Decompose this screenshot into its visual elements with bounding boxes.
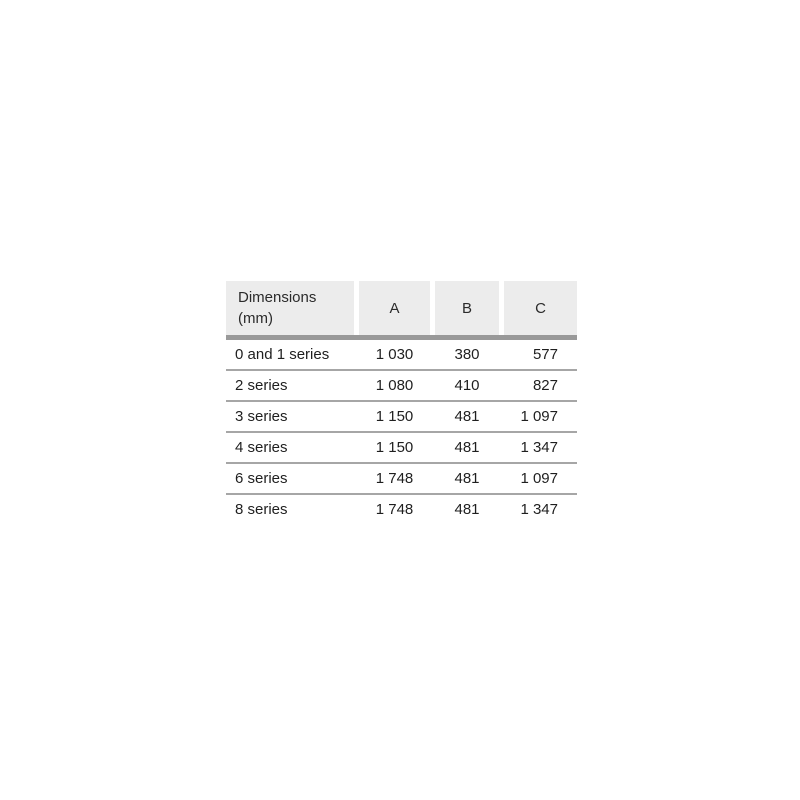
- row-label: 6 series: [235, 470, 288, 487]
- header-cell-c: C: [504, 281, 577, 335]
- table-row: 0 and 1 series 1 030 380 577: [226, 340, 577, 371]
- cell-b: 481: [454, 470, 480, 487]
- table-row: 6 series 1 748 481 1 097: [226, 464, 577, 495]
- cell-b: 481: [454, 439, 480, 456]
- header-divider: [226, 335, 577, 340]
- row-label: 4 series: [235, 439, 288, 456]
- row-label: 0 and 1 series: [235, 346, 330, 363]
- table-row: 2 series 1 080 410 827: [226, 371, 577, 402]
- header-cell-dimensions: Dimensions (mm): [226, 281, 354, 335]
- cell-c: 1 097: [520, 470, 558, 487]
- cell-b: 410: [454, 377, 480, 394]
- cell-a: 1 080: [375, 377, 414, 394]
- cell-c: 1 347: [520, 501, 558, 518]
- cell-b: 380: [454, 346, 480, 363]
- header-cell-a: A: [359, 281, 430, 335]
- cell-b: 481: [454, 501, 480, 518]
- cell-a: 1 748: [375, 470, 414, 487]
- row-label: 2 series: [235, 377, 288, 394]
- table-row: 4 series 1 150 481 1 347: [226, 433, 577, 464]
- dimensions-label-line2: (mm): [238, 310, 273, 327]
- table-row: 8 series 1 748 481 1 347: [226, 495, 577, 524]
- cell-c: 827: [532, 377, 558, 394]
- cell-a: 1 150: [375, 408, 414, 425]
- table-header-row: Dimensions (mm) A B C: [226, 281, 577, 335]
- cell-a: 1 748: [375, 501, 414, 518]
- cell-a: 1 030: [375, 346, 414, 363]
- row-label: 8 series: [235, 501, 288, 518]
- table-row: 3 series 1 150 481 1 097: [226, 402, 577, 433]
- cell-c: 1 097: [520, 408, 558, 425]
- dimensions-label-line1: Dimensions: [238, 289, 317, 306]
- cell-c: 1 347: [520, 439, 558, 456]
- cell-b: 481: [454, 408, 480, 425]
- header-cell-b: B: [435, 281, 499, 335]
- row-label: 3 series: [235, 408, 288, 425]
- cell-a: 1 150: [375, 439, 414, 456]
- cell-c: 577: [532, 346, 558, 363]
- dimensions-table: Dimensions (mm) A B C 0 and 1 series 1 0…: [226, 281, 577, 524]
